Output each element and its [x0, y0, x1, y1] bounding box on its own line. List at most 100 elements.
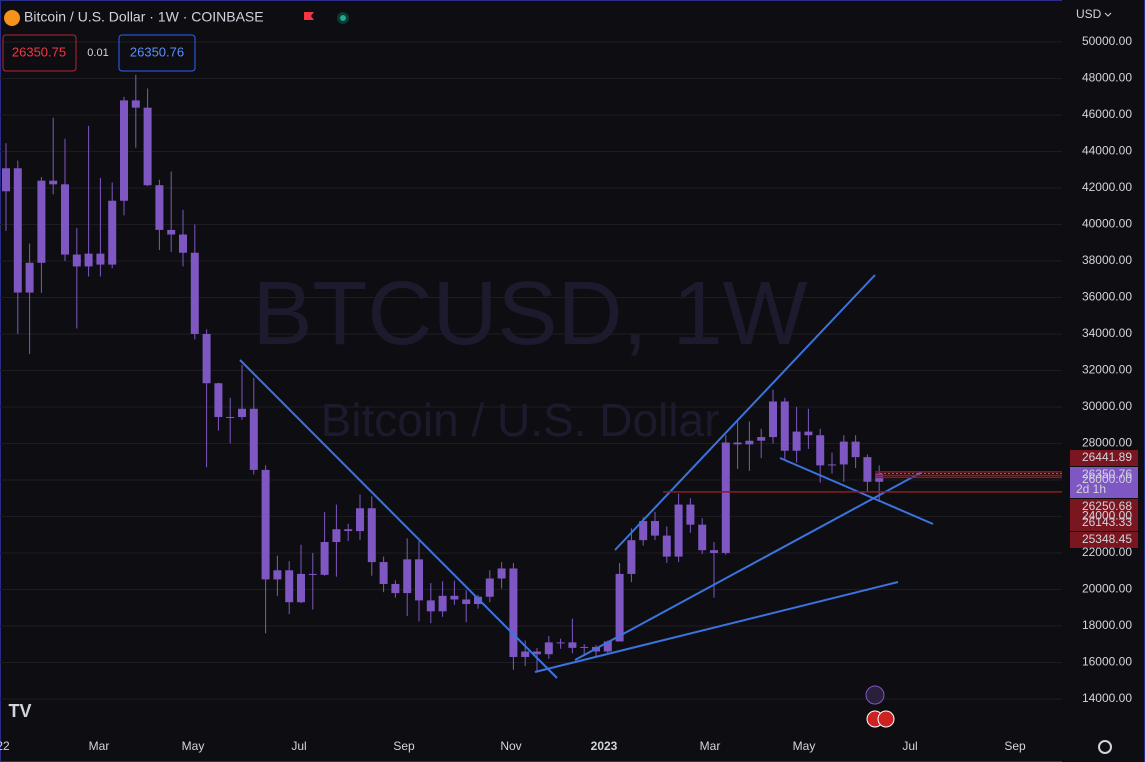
last-price-box: [1070, 467, 1138, 498]
candle-body: [249, 408, 258, 470]
trend-line: [614, 274, 876, 551]
watermark-symbol: BTCUSD, 1W: [252, 264, 807, 364]
candle-body: [167, 229, 176, 235]
bid-price[interactable]: 26350.75: [12, 44, 66, 59]
candle-body: [521, 651, 530, 657]
candle-body: [84, 253, 93, 267]
candle-body: [804, 431, 813, 436]
watermark-name: Bitcoin / U.S. Dollar: [321, 394, 720, 446]
candle-body: [344, 529, 353, 532]
ask-box[interactable]: [118, 34, 196, 72]
candle-body: [238, 408, 246, 417]
candle-body: [143, 107, 152, 186]
trend-line: [779, 457, 934, 525]
candle-body: [261, 469, 270, 580]
symbol-title[interactable]: Bitcoin / U.S. Dollar · 1W · COINBASE: [24, 9, 264, 25]
event-flag[interactable]: [877, 710, 895, 728]
candle-body: [190, 252, 199, 334]
tv-logo[interactable]: TV: [8, 701, 31, 721]
x-tick-label: Jul: [902, 739, 917, 753]
x-tick-label: Sep: [1004, 739, 1026, 753]
candle-body: [49, 180, 58, 185]
settings-icon[interactable]: [1098, 740, 1112, 754]
y-tick-label: 42000.00: [1082, 180, 1132, 194]
y-tick-label: 14000.00: [1082, 691, 1132, 705]
candle-body: [155, 185, 164, 230]
price-label: 26441.89: [1082, 450, 1132, 464]
candle-body: [426, 600, 435, 612]
y-tick-label: 28000.00: [1082, 436, 1132, 450]
candle-body: [179, 234, 187, 253]
price-label-box: [1070, 499, 1138, 515]
candle-body: [674, 504, 683, 557]
y-tick-label: 40000.00: [1082, 217, 1132, 231]
candle-body: [96, 253, 105, 265]
candle-body: [450, 595, 459, 600]
candle-body: [509, 568, 518, 657]
last-price-label: 26350.76: [1082, 467, 1132, 481]
y-tick-label: 34000.00: [1082, 326, 1132, 340]
price-axis-bg: [1062, 0, 1144, 762]
candle-body: [297, 573, 305, 603]
trend-line: [534, 581, 899, 673]
currency[interactable]: USD: [1076, 7, 1102, 21]
candle-body: [273, 570, 282, 580]
x-tick-label: Jul: [291, 739, 306, 753]
candle-body: [745, 440, 754, 445]
trend-line: [574, 471, 923, 661]
countdown: 2d 1h: [1076, 482, 1106, 496]
candle-body: [792, 431, 801, 451]
x-tick-label: May: [793, 739, 816, 753]
y-tick-label: 22000.00: [1082, 545, 1132, 559]
y-tick-label: 32000.00: [1082, 363, 1132, 377]
candle-body: [226, 416, 235, 418]
candle-body: [757, 437, 766, 441]
y-tick-label: 16000.00: [1082, 655, 1132, 669]
y-tick-label: 38000.00: [1082, 253, 1132, 267]
candle-body: [627, 540, 636, 574]
candle-body: [332, 529, 341, 542]
overlay: 26441.89 26250.68 26143.33 25348.45 26350.76…: [663, 450, 1138, 548]
event-icon[interactable]: [865, 685, 885, 705]
bid-box[interactable]: [2, 34, 77, 72]
candle-body: [497, 568, 506, 579]
candle-body: [403, 559, 412, 594]
candle-body: [651, 521, 659, 536]
candle-body: [214, 383, 223, 417]
candle-body: [462, 599, 471, 605]
trend-line: [239, 359, 558, 679]
candle-body: [721, 442, 730, 553]
candle-body: [828, 464, 836, 466]
candle-body: [816, 435, 825, 466]
x-tick-label: 22: [0, 739, 10, 753]
candle-body: [320, 541, 329, 575]
candle-body: [533, 651, 541, 655]
y-tick-label: 30000.00: [1082, 399, 1132, 413]
candle-body: [285, 570, 294, 603]
candle-body: [639, 521, 648, 541]
price-label-box: [1070, 532, 1138, 548]
candle-body: [367, 508, 376, 563]
candle-body: [415, 559, 423, 601]
candle-body: [308, 573, 317, 575]
candle-body: [379, 562, 388, 584]
ask-price[interactable]: 26350.76: [130, 44, 184, 59]
candle-body: [37, 180, 46, 263]
y-tick-label: 26000.00: [1082, 472, 1132, 486]
x-tick-label: Nov: [500, 739, 521, 753]
flag-icon[interactable]: [304, 12, 314, 20]
candle-body: [13, 168, 22, 293]
candle-body: [72, 254, 81, 267]
chevron: [1104, 12, 1112, 17]
candle-body: [391, 583, 400, 594]
candle-body: [851, 441, 860, 458]
x-tick-label: May: [182, 739, 205, 753]
candle-body: [485, 578, 494, 597]
y-tick-label: 24000.00: [1082, 509, 1132, 523]
candle-body: [710, 550, 718, 553]
candle-body: [839, 441, 848, 465]
x-tick-label: Mar: [700, 739, 721, 753]
candle-body: [474, 596, 482, 605]
candle-body: [544, 642, 553, 655]
candle-body: [438, 595, 447, 612]
